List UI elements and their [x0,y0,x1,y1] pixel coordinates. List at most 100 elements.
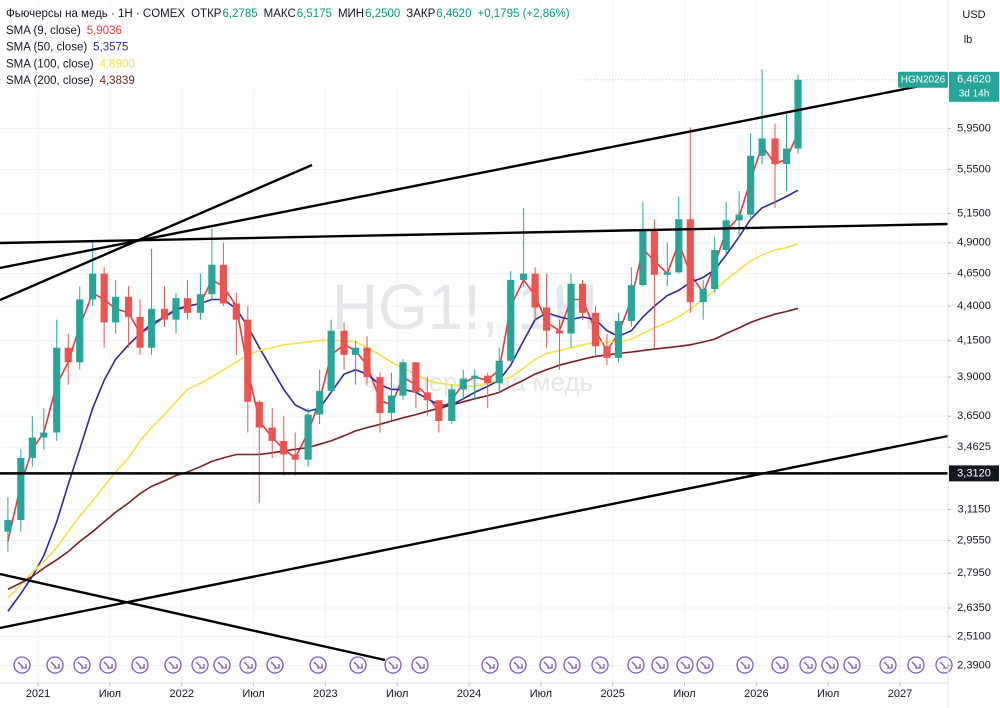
event-icon-circle [384,656,402,674]
event-icon-arrow [775,661,785,669]
candle-body [327,330,335,391]
event-icon[interactable] [676,656,694,674]
y-tick-label: 2,6350 [957,602,991,614]
x-tick-label: Июл [817,688,839,700]
event-icon[interactable] [411,656,429,674]
candle-body [136,316,144,348]
event-icon-circle [266,656,284,674]
y-tick-label: 3,4625 [957,441,991,453]
event-icon[interactable] [563,656,581,674]
y-tick-label: 2,5100 [957,631,991,643]
x-tick-label: 2027 [888,688,912,700]
trendline [0,434,949,630]
candle-body [459,378,467,390]
candle-body [124,296,133,317]
watermark-symbol: HG1!, 1H [332,271,599,343]
candle-body [291,454,299,460]
y-tick-label: 3,1150 [958,503,991,515]
event-icon[interactable] [13,656,31,674]
event-icon[interactable] [799,656,817,674]
event-icon[interactable] [879,656,897,674]
event-icon[interactable] [266,656,284,674]
event-icon[interactable] [627,656,645,674]
event-icon-circle [676,656,694,674]
event-icon[interactable] [509,656,527,674]
event-icon[interactable] [591,656,609,674]
plot [0,69,948,612]
event-icon-circle [907,656,925,674]
trendline [0,222,949,245]
event-icon[interactable] [821,656,839,674]
event-icon[interactable] [164,656,182,674]
x-tick-label: Июл [673,688,695,700]
event-icon-arrow [243,661,253,669]
event-icon[interactable] [384,656,402,674]
candle-body [495,360,503,384]
event-icon[interactable] [131,656,149,674]
event-icon[interactable] [771,656,789,674]
event-icon[interactable] [239,656,257,674]
event-icon-circle [736,656,754,674]
event-icon-arrow [103,661,113,669]
y-tick-label: 4,4000 [957,300,991,312]
event-icon[interactable] [736,656,754,674]
event-icon[interactable] [191,656,209,674]
candle-body [64,347,72,363]
event-icon-arrow [195,661,205,669]
candle-body [794,79,802,149]
candle-body [771,138,779,165]
candle-body [316,390,324,415]
x-tick-label: 2022 [169,688,193,700]
event-icon-arrow [77,661,87,669]
event-icon[interactable] [309,656,327,674]
event-icon-arrow [655,661,665,669]
event-icon[interactable] [907,656,925,674]
event-icon[interactable] [843,656,861,674]
legend: Фьючерсы на медь · 1Н · COMEX ОТКР 6,2785 М… [2,4,580,90]
event-icon[interactable] [213,656,231,674]
event-icon-arrow [388,661,398,669]
candle-body [412,362,420,393]
axes: 2,3900 2,5100 2,6350 2,7950 2,9550 3,1150 3,46… [0,71,999,700]
y-tick-label: 4,1500 [957,334,991,346]
candle-body [699,288,707,303]
event-icon[interactable] [481,656,499,674]
event-icon-circle [239,656,257,674]
event-icon[interactable] [539,656,557,674]
candle-body [567,283,575,334]
legend-background [2,4,580,90]
event-icon-circle [821,656,839,674]
candle-body [627,285,635,322]
candle-body [423,392,431,401]
event-icon-circle [164,656,182,674]
event-icon-circle [696,656,714,674]
candle-body [782,148,791,165]
ohlc-label: ЗАКР [406,8,435,20]
candle-body [735,214,743,221]
event-icon-arrow [567,661,577,669]
event-icon[interactable] [99,656,117,674]
candle-body [639,230,647,286]
y-tick-label: 4,9000 [957,237,991,249]
candle-body [244,319,252,402]
candle-body [100,273,108,323]
event-icon-arrow [17,661,27,669]
candle-body [4,519,12,532]
event-icon-circle [799,656,817,674]
event-icon-arrow [353,661,363,669]
event-icon[interactable] [651,656,669,674]
ohlc-label: МИН [338,8,364,20]
event-icon-arrow [135,661,145,669]
candle-body [650,230,658,275]
event-icon-circle [309,656,327,674]
event-icon[interactable] [696,656,714,674]
x-tick-label: 2025 [600,688,624,700]
event-icon[interactable] [73,656,91,674]
x-tick-label: 2023 [313,688,337,700]
candle-body [663,272,671,275]
event-icon[interactable] [46,656,64,674]
event-icon[interactable] [349,656,367,674]
contract-label: HGN2026 [901,74,946,85]
ohlc-value: 6,4620 [436,8,471,20]
